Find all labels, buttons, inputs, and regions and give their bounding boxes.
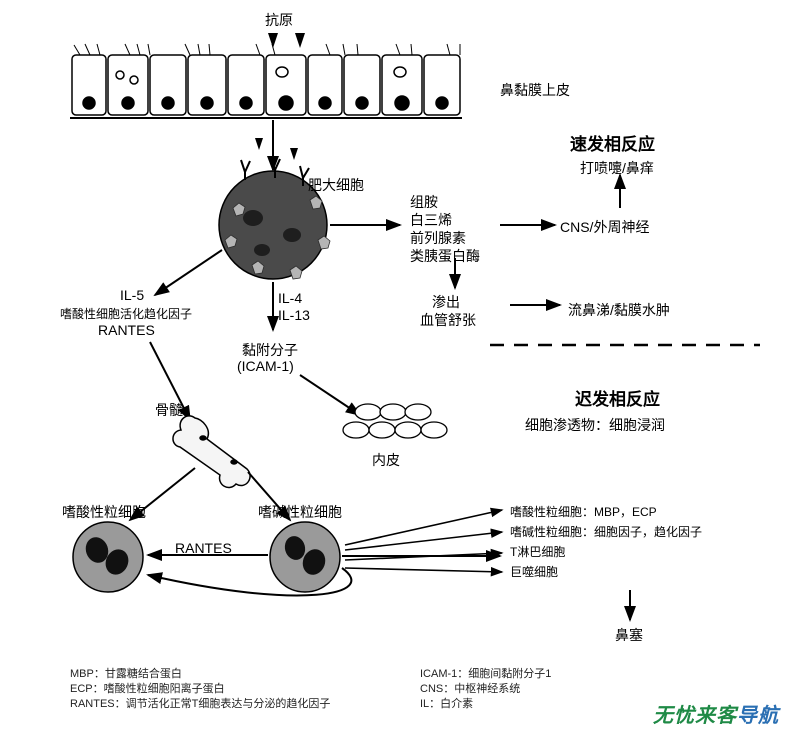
endothelium-cells (343, 404, 447, 438)
infiltrate-label: 细胞渗透物：细胞浸润 (525, 415, 665, 435)
sneeze-label: 打喷嚏/鼻痒 (580, 158, 654, 178)
il13-label: IL-13 (278, 307, 310, 323)
immediate-title: 速发相反应 (570, 130, 655, 155)
congestion-label: 鼻塞 (615, 625, 643, 645)
epithelium-row (70, 44, 462, 118)
endothelium-label: 内皮 (372, 450, 400, 470)
legend-cns: CNS：中枢神经系统 (420, 680, 520, 696)
eos-activation-label: 嗜酸性细胞活化趋化因子 (60, 305, 192, 322)
diagram-svg (0, 0, 787, 734)
mediator-leukotriene: 白三烯 (410, 210, 452, 230)
il4-label: IL-4 (278, 290, 302, 306)
antigen-markers (268, 33, 305, 48)
basophil-cell (270, 522, 340, 592)
adhesion-label: 黏附分子 (242, 340, 298, 360)
rantes-bottom-label: RANTES (175, 540, 232, 556)
late-baso-label: 嗜碱性粒细胞：细胞因子，趋化因子 (510, 523, 702, 540)
cns-peripheral-label: CNS/外周神经 (560, 217, 649, 237)
icam1-paren-label: (ICAM-1) (237, 358, 294, 374)
watermark: 无忧来客导航 (653, 699, 779, 728)
late-tcell-label: T淋巴细胞 (510, 543, 565, 560)
basophil-label: 嗜碱性粒细胞 (258, 502, 342, 522)
legend-icam1: ICAM-1：细胞间黏附分子1 (420, 665, 551, 681)
watermark-right: 导航 (737, 705, 779, 727)
legend-mbp: MBP：甘露糖结合蛋白 (70, 665, 182, 681)
eosinophil-cell (73, 522, 143, 592)
bone-marrow-label: 骨髓 (155, 400, 183, 420)
rantes-top-label: RANTES (98, 322, 155, 338)
eosinophil-label: 嗜酸性粒细胞 (62, 502, 146, 522)
legend-rantes: RANTES：调节活化正常T细胞表达与分泌的趋化因子 (70, 695, 330, 711)
il5-label: IL-5 (120, 287, 144, 303)
legend-il: IL：白介素 (420, 695, 473, 711)
late-macro-label: 巨噬细胞 (510, 563, 558, 580)
late-eos-label: 嗜酸性粒细胞：MBP，ECP (510, 503, 657, 520)
vasodilation-label: 血管舒张 (420, 310, 476, 330)
watermark-left: 无忧来客 (653, 705, 737, 727)
exudation-label: 渗出 (432, 292, 460, 312)
antigen-label: 抗原 (265, 10, 293, 30)
mediator-prostaglandin: 前列腺素 (410, 228, 466, 248)
mast-cell-label: 肥大细胞 (308, 175, 364, 195)
mediator-histamine: 组胺 (410, 192, 438, 212)
legend-ecp: ECP：嗜酸性粒细胞阳离子蛋白 (70, 680, 225, 696)
late-title: 迟发相反应 (575, 385, 660, 410)
epithelium-label: 鼻黏膜上皮 (500, 80, 570, 100)
mediator-tryptase: 类胰蛋白酶 (410, 246, 480, 266)
rhinorrhea-label: 流鼻涕/黏膜水肿 (568, 300, 670, 320)
